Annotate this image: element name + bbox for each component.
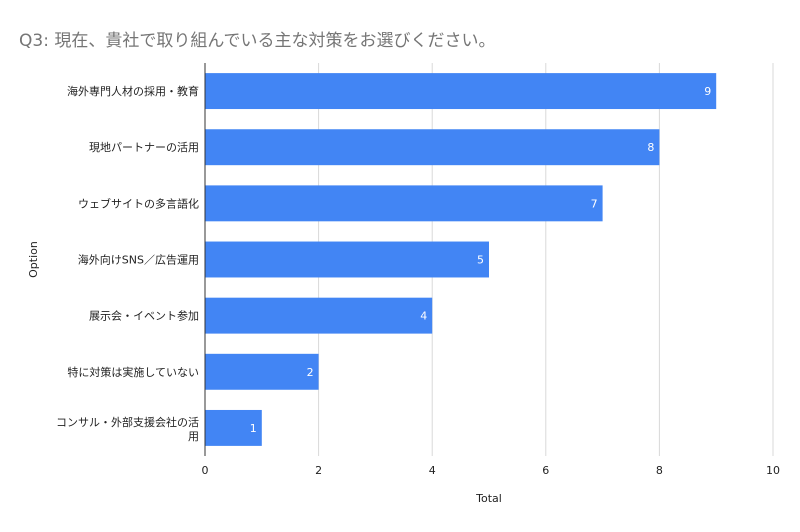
x-tick-label: 4 [429,464,436,477]
chart-title: Q3: 現在、貴社で取り組んでいる主な対策をお選びください。 [19,31,496,51]
bar [205,129,660,166]
bar [205,409,262,446]
bar-value-label: 9 [704,85,711,98]
bar [205,297,433,334]
bar-value-label: 7 [591,197,598,210]
category-label: 現地パートナーの活用 [89,141,199,154]
bar-value-label: 2 [307,366,314,379]
bar-value-label: 1 [250,422,257,435]
category-label: 海外向けSNS／広告運用 [78,253,199,267]
x-tick-label: 8 [656,464,663,477]
x-axis-title: Total [475,492,502,505]
bar [205,185,603,222]
x-tick-label: 10 [766,464,780,477]
bar-value-labels: 9 8 7 5 4 2 1 [250,85,711,435]
bars [205,73,717,446]
bar [205,353,319,390]
category-label: 海外専門人材の採用・教育 [67,84,199,98]
x-tick-labels: 0 2 4 6 8 10 [202,464,781,477]
bar-value-label: 4 [420,310,427,323]
category-label: コンサル・外部支援会社の活用 [56,415,199,443]
bar-value-label: 5 [477,254,484,267]
x-tick-label: 6 [542,464,549,477]
x-tick-label: 2 [315,464,322,477]
category-label: ウェブサイトの多言語化 [78,196,199,210]
category-label: 展示会・イベント参加 [89,309,199,323]
x-tick-label: 0 [202,464,209,477]
y-axis-title: Option [27,241,40,278]
category-labels: 海外専門人材の採用・教育現地パートナーの活用ウェブサイトの多言語化海外向けSNS… [56,84,199,443]
bar-value-label: 8 [647,141,654,154]
bar [205,241,489,278]
category-label: 特に対策は実施していない [67,365,199,379]
bar [205,73,717,110]
